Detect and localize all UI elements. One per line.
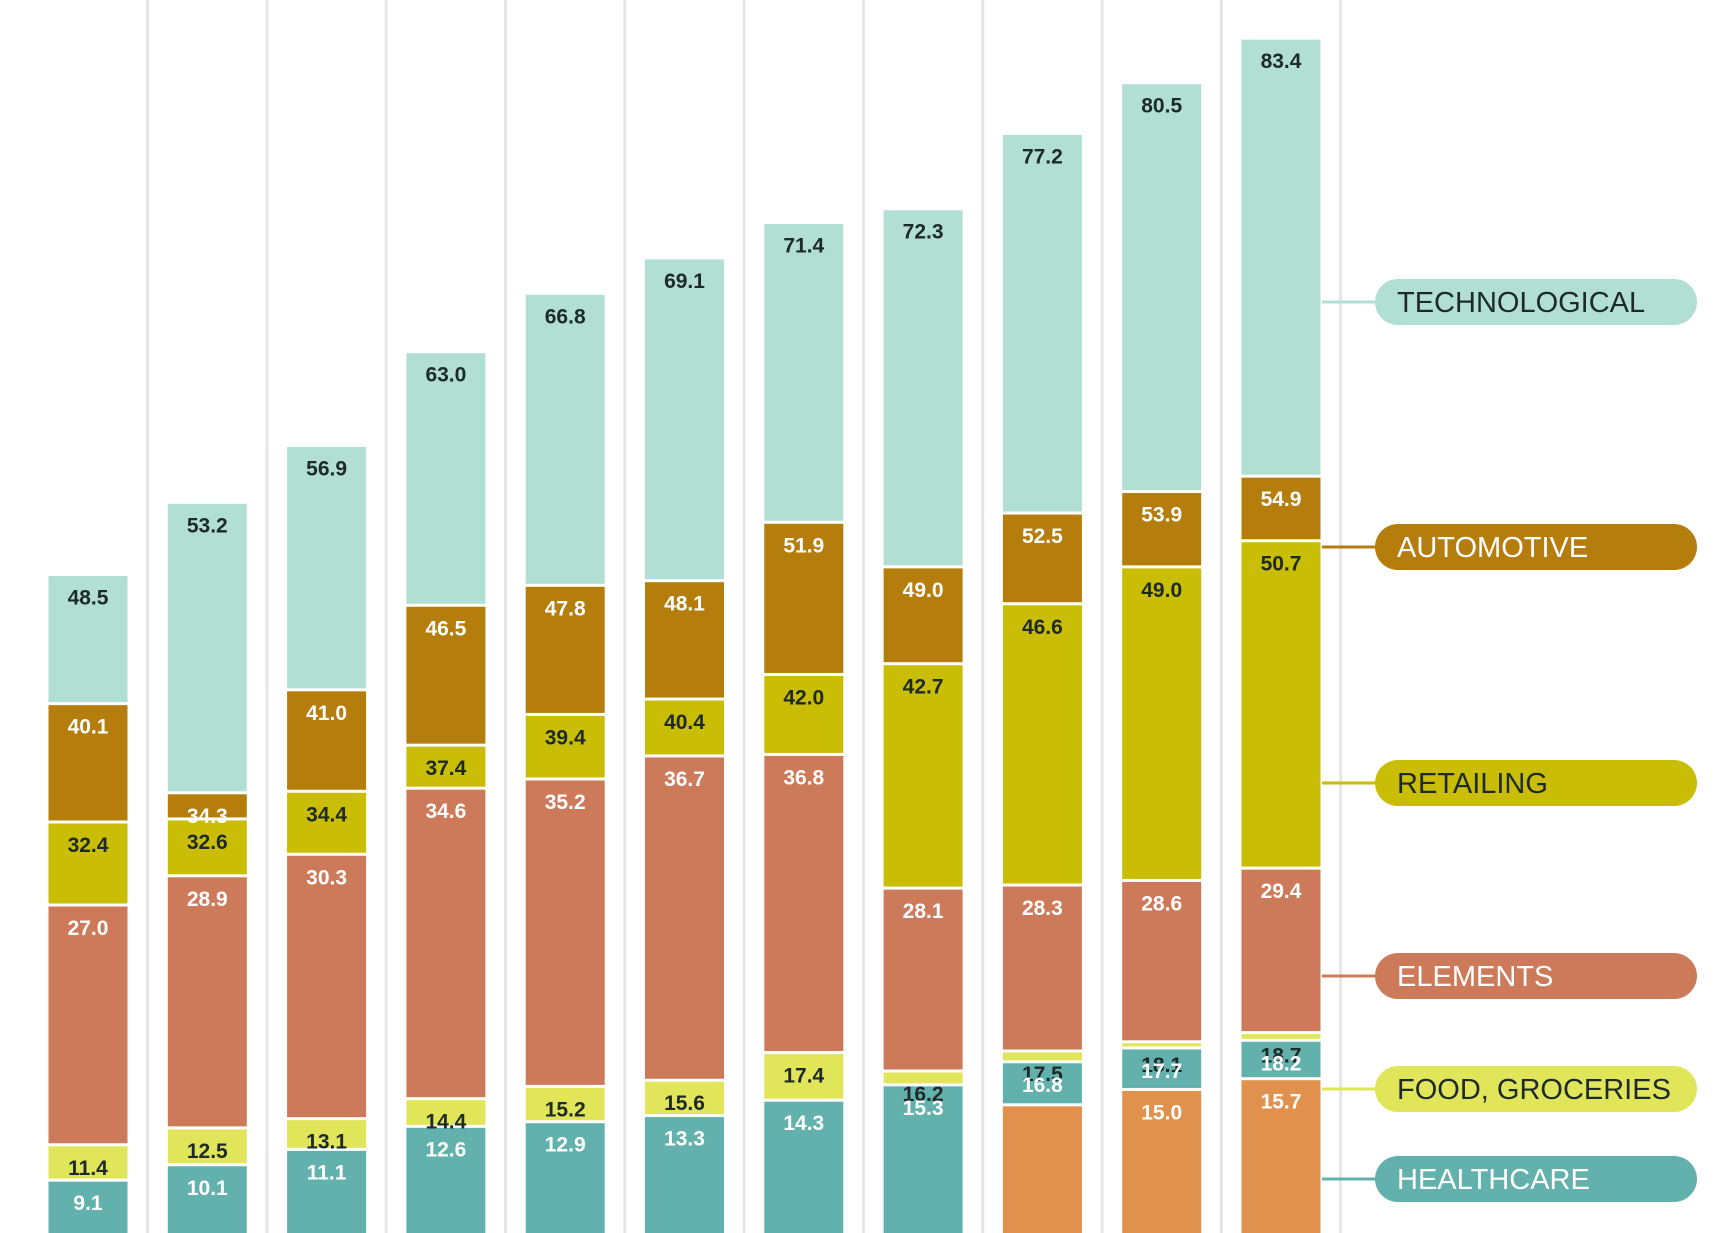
data-label: 32.4 — [68, 834, 109, 857]
data-label: 11.1 — [307, 1161, 347, 1184]
data-label: 14.3 — [783, 1112, 824, 1135]
bar-healthcare — [403, 1124, 489, 1233]
data-label: 40.4 — [664, 711, 705, 734]
legend-pill-food-groceries — [1375, 1066, 1697, 1112]
data-label: 47.8 — [545, 597, 586, 620]
data-label: 16.8 — [1022, 1074, 1063, 1097]
data-label: 34.4 — [306, 803, 347, 826]
legend-label-elements: ELEMENTS — [1397, 961, 1553, 993]
data-label: 18.7 — [1261, 1045, 1302, 1068]
legend-pill-retailing — [1375, 760, 1697, 806]
legend-pill-technological — [1375, 279, 1697, 325]
grid-lines — [146, 0, 1343, 1233]
data-label: 37.4 — [425, 757, 466, 780]
data-label: 51.9 — [783, 534, 824, 557]
data-label: 13.3 — [664, 1128, 705, 1151]
legend-label-food-groceries: FOOD, GROCERIES — [1397, 1074, 1671, 1106]
data-label: 12.6 — [425, 1138, 466, 1161]
data-label: 46.5 — [425, 617, 466, 640]
data-label: 42.7 — [903, 676, 944, 699]
legend-label-technological: TECHNOLOGICAL — [1397, 287, 1645, 319]
data-label: 11.4 — [68, 1157, 108, 1180]
data-label: 15.6 — [664, 1092, 705, 1115]
data-label: 34.6 — [425, 800, 466, 823]
legend: TECHNOLOGICAL AUTOMOTIVE RETAILING ELEMENTS… — [1322, 279, 1697, 1202]
data-label: 16.2 — [903, 1083, 944, 1106]
data-label: 12.9 — [545, 1134, 586, 1157]
data-label: 53.9 — [1141, 504, 1182, 527]
bar-healthcare — [45, 1178, 131, 1233]
data-labels: 48.5 53.2 56.9 63.0 66.8 69.1 71.4 72.3 77.2 80.5… — [68, 50, 1302, 1215]
bar-healthcare — [164, 1163, 250, 1233]
bar-healthcare — [522, 1120, 608, 1233]
data-label: 13.1 — [306, 1131, 347, 1154]
data-label: 36.8 — [783, 766, 824, 789]
data-label: 49.0 — [1141, 579, 1182, 602]
legend-label-automotive: AUTOMOTIVE — [1397, 532, 1588, 564]
data-label: 39.4 — [545, 726, 586, 749]
legend-pill-healthcare — [1375, 1156, 1697, 1202]
data-label: 28.9 — [187, 888, 228, 911]
bar-healthcare — [284, 1147, 370, 1233]
bar-healthcare — [761, 1098, 847, 1233]
bars — [45, 36, 1324, 1233]
data-label: 56.9 — [306, 457, 347, 480]
data-label: 66.8 — [545, 305, 586, 328]
data-label: 15.7 — [1261, 1091, 1302, 1114]
legend-pill-automotive — [1375, 524, 1697, 570]
data-label: 10.1 — [187, 1177, 228, 1200]
data-label: 28.1 — [903, 900, 944, 923]
data-label: 12.5 — [187, 1140, 228, 1163]
data-label: 36.7 — [664, 768, 705, 791]
data-label: 15.2 — [545, 1098, 586, 1121]
data-label: 69.1 — [664, 270, 705, 293]
data-label: 50.7 — [1261, 553, 1302, 576]
data-label: 30.3 — [306, 866, 347, 889]
data-label: 18.2 — [1261, 1052, 1302, 1075]
data-label: 27.0 — [68, 917, 109, 940]
data-label: 53.2 — [187, 514, 228, 537]
legend-pill-elements — [1375, 953, 1697, 999]
data-label: 71.4 — [783, 235, 824, 258]
data-label: 17.4 — [783, 1065, 824, 1088]
data-label: 46.6 — [1022, 616, 1063, 639]
data-label: 35.2 — [545, 791, 586, 814]
data-label: 41.0 — [306, 702, 347, 725]
data-label: 48.5 — [68, 587, 109, 610]
bar-series-7 — [1119, 1087, 1205, 1233]
data-label: 63.0 — [425, 364, 466, 387]
data-label: 15.3 — [903, 1097, 944, 1120]
data-label: 48.1 — [664, 593, 705, 616]
data-label: 28.6 — [1141, 892, 1182, 915]
legend-label-retailing: RETAILING — [1397, 768, 1548, 800]
bar-series-7 — [1238, 1077, 1324, 1233]
data-label: 49.0 — [903, 579, 944, 602]
data-label: 15.0 — [1141, 1101, 1182, 1124]
data-label: 29.4 — [1261, 880, 1302, 903]
data-label: 80.5 — [1141, 95, 1182, 118]
data-label: 83.4 — [1261, 50, 1302, 73]
bar-healthcare — [642, 1114, 727, 1233]
data-label: 14.4 — [425, 1111, 466, 1134]
data-label: 32.6 — [187, 831, 228, 854]
bar-healthcare — [880, 1083, 966, 1233]
data-label: 42.0 — [783, 686, 824, 709]
data-label: 17.5 — [1022, 1063, 1063, 1086]
data-label: 28.3 — [1022, 897, 1063, 920]
data-label: 40.1 — [68, 716, 109, 739]
data-label: 77.2 — [1022, 145, 1063, 168]
legend-label-healthcare: HEALTHCARE — [1397, 1164, 1590, 1196]
data-label: 54.9 — [1261, 488, 1302, 511]
data-label: 9.1 — [73, 1192, 103, 1215]
bar-series-7 — [999, 1103, 1085, 1233]
data-label: 52.5 — [1022, 525, 1063, 548]
data-label: 34.3 — [187, 805, 228, 828]
data-label: 17.7 — [1141, 1060, 1182, 1083]
data-label: 72.3 — [903, 221, 944, 244]
data-label: 18.1 — [1141, 1054, 1182, 1077]
